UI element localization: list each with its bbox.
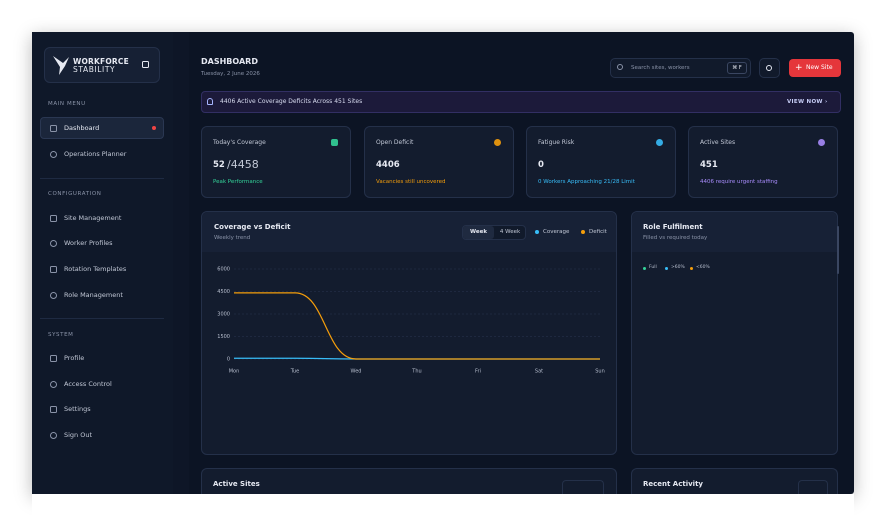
role-title: Role Fulfilment [643, 223, 703, 231]
stat-label: Open Deficit [376, 139, 414, 146]
stat-value: 0 [538, 160, 544, 170]
nav-item[interactable]: Rotation Templates [64, 265, 127, 273]
stat-value: 52 [213, 160, 225, 170]
nav-icon [50, 380, 57, 388]
stat-label: Active Sites [700, 139, 736, 146]
stat-icon [818, 139, 825, 146]
sidebar [32, 32, 174, 494]
legend-swatch [690, 267, 693, 270]
panel-title: Recent Activity [643, 480, 703, 488]
stat-card [526, 126, 676, 198]
panel-title: Active Sites [213, 480, 260, 488]
stat-total: /4458 [227, 158, 259, 171]
stat-icon [331, 139, 338, 146]
stat-icon [656, 139, 663, 146]
collapse-button[interactable] [142, 61, 149, 68]
page-margin [32, 494, 854, 531]
page-date: Tuesday, 2 June 2026 [201, 71, 260, 77]
range-option[interactable]: Week [470, 229, 487, 235]
nav-item[interactable]: Operations Planner [64, 150, 127, 158]
nav-icon [50, 150, 57, 158]
page-title: DASHBOARD [201, 57, 258, 66]
legend-swatch [643, 267, 646, 270]
section-title: SYSTEM [48, 332, 74, 338]
nav-icon [50, 354, 57, 362]
nav-item[interactable]: Dashboard [64, 124, 100, 132]
stat-note: 0 Workers Approaching 21/28 Limit [538, 179, 635, 185]
chart-title: Coverage vs Deficit [214, 223, 291, 231]
stat-value: 451 [700, 160, 718, 170]
panel-action[interactable] [798, 480, 828, 494]
alert-banner [201, 91, 841, 113]
search-box[interactable] [610, 58, 751, 78]
search-icon [617, 64, 623, 70]
stat-label: Fatigue Risk [538, 139, 575, 146]
sidebar-divider [40, 318, 164, 319]
nav-icon [50, 291, 57, 299]
range-option[interactable]: 4 Week [499, 229, 521, 235]
stat-card [201, 126, 351, 198]
nav-item[interactable]: Site Management [64, 214, 122, 222]
brand-logo [53, 56, 69, 75]
panel-card [201, 468, 617, 494]
banner-text: 4406 Active Coverage Deficits Across 451… [220, 98, 363, 105]
chart-card-header [202, 212, 616, 252]
nav-icon [50, 431, 57, 439]
banner-action[interactable]: VIEW NOW › [787, 99, 828, 105]
shortcut-key: ⌘ F [732, 65, 742, 71]
stat-card [688, 126, 838, 198]
legend-swatch [665, 267, 668, 270]
panel-card [631, 468, 838, 494]
sidebar-divider [40, 178, 164, 179]
nav-item[interactable]: Role Management [64, 291, 123, 299]
nav-item[interactable]: Access Control [64, 380, 112, 388]
stat-icon [494, 139, 501, 146]
button-label[interactable]: New Site [806, 64, 833, 71]
stat-note: 4406 require urgent staffing [700, 179, 778, 185]
stat-card [364, 126, 514, 198]
legend-label: >60% [671, 265, 685, 270]
chart-subtitle: Weekly trend [214, 235, 251, 241]
legend-label: Full [649, 265, 657, 270]
stat-value: 4406 [376, 160, 400, 170]
search-placeholder[interactable]: Search sites, workers [631, 65, 690, 71]
stat-note: Vacancies still uncovered [376, 179, 446, 185]
nav-icon [50, 124, 57, 132]
new-site-button[interactable] [789, 59, 841, 77]
scrollbar-thumb [837, 226, 839, 274]
legend-swatch [535, 230, 539, 234]
range-option-active[interactable] [463, 226, 494, 239]
nav-icon [50, 239, 57, 247]
button-plus: + [795, 63, 803, 73]
section-title: MAIN MENU [48, 101, 86, 107]
nav-icon [50, 214, 57, 222]
legend-label: <60% [696, 265, 710, 270]
nav-item[interactable]: Settings [64, 405, 91, 413]
brand-name: WORKFORCE [73, 57, 129, 66]
legend-label: Coverage [543, 229, 570, 235]
sidebar-gutter [173, 32, 189, 494]
nav-icon [50, 265, 57, 273]
logo-bird [53, 56, 69, 75]
legend-label: Deficit [589, 229, 607, 235]
theme-icon [766, 65, 772, 71]
brand-name: STABILITY [73, 65, 116, 74]
panel-action[interactable] [562, 480, 604, 494]
shortcut-badge [727, 62, 747, 74]
bell-icon [207, 98, 213, 105]
nav-item[interactable]: Sign Out [64, 431, 93, 439]
nav-item-active[interactable] [40, 117, 164, 139]
role-subtitle: Filled vs required today [643, 235, 708, 241]
section-title: CONFIGURATION [48, 191, 102, 197]
role-card-header [632, 212, 837, 252]
nav-item[interactable]: Worker Profiles [64, 239, 113, 247]
nav-item[interactable]: Profile [64, 354, 85, 362]
stat-note: Peak Performance [213, 179, 263, 185]
nav-icon [50, 405, 57, 413]
stat-label: Today's Coverage [213, 139, 266, 146]
legend-swatch [581, 230, 585, 234]
nav-badge-dot [152, 126, 156, 130]
